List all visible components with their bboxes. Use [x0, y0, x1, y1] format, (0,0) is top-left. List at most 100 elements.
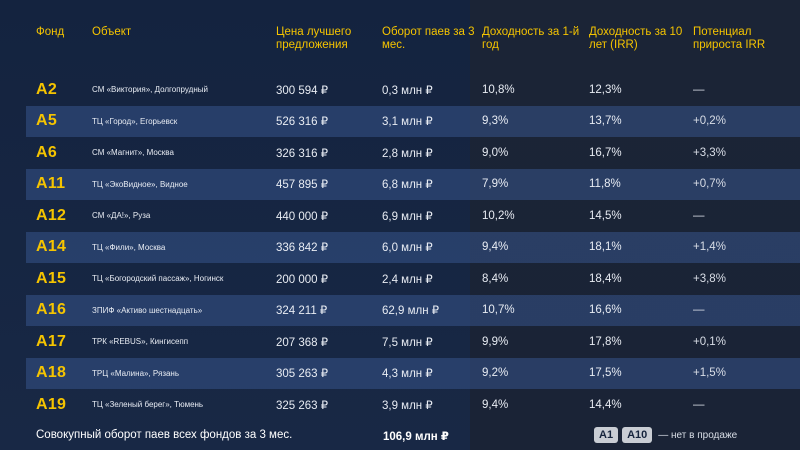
- table-header: Фонд Объект Цена лучшего предложения Обо…: [26, 24, 800, 72]
- header-object: Объект: [92, 26, 132, 38]
- yield-10y-value: 16,7%: [589, 146, 622, 159]
- potential-value: —: [693, 304, 705, 317]
- table-row: A19 ТЦ «Зеленый берег», Тюмень 325 263 ₽…: [26, 389, 800, 421]
- table-row: A14 ТЦ «Фили», Москва 336 842 ₽ 6,0 млн …: [26, 231, 800, 263]
- yield-10y-value: 17,8%: [589, 335, 622, 348]
- price-value: 440 000 ₽: [276, 210, 329, 223]
- table-row: A18 ТРЦ «Малина», Рязань 305 263 ₽ 4,3 м…: [26, 357, 800, 389]
- fund-code: A15: [36, 269, 67, 287]
- price-value: 207 368 ₽: [276, 336, 329, 349]
- yield-1y-value: 9,3%: [482, 115, 509, 128]
- object-name: ТЦ «Фили», Москва: [92, 242, 166, 252]
- object-name: СМ «Магнит», Москва: [92, 148, 174, 158]
- turnover-value: 6,9 млн ₽: [382, 210, 433, 223]
- yield-10y-value: 14,4%: [589, 398, 622, 411]
- turnover-value: 3,1 млн ₽: [382, 116, 433, 129]
- header-price: Цена лучшего предложения: [276, 26, 352, 51]
- yield-1y-value: 8,4%: [482, 272, 509, 285]
- yield-10y-value: 13,7%: [589, 115, 622, 128]
- price-value: 325 263 ₽: [276, 399, 329, 412]
- potential-value: +0,7%: [693, 178, 726, 191]
- potential-value: —: [693, 83, 705, 96]
- object-name: ТЦ «Зеленый берег», Тюмень: [92, 400, 204, 410]
- table-row: A17 ТРК «REBUS», Кингисепп 207 368 ₽ 7,5…: [26, 326, 800, 358]
- yield-1y-value: 7,9%: [482, 178, 509, 191]
- yield-10y-value: 12,3%: [589, 83, 622, 96]
- table-row: A6 СМ «Магнит», Москва 326 316 ₽ 2,8 млн…: [26, 137, 800, 169]
- price-value: 200 000 ₽: [276, 273, 329, 286]
- header-turnover: Оборот паев за 3 мес.: [382, 26, 475, 51]
- turnover-value: 3,9 млн ₽: [382, 399, 433, 412]
- yield-1y-value: 10,8%: [482, 83, 515, 96]
- fund-code: A11: [36, 175, 66, 193]
- turnover-value: 6,8 млн ₽: [382, 179, 433, 192]
- header-fund: Фонд: [36, 26, 65, 38]
- potential-value: +0,1%: [693, 335, 726, 348]
- yield-10y-value: 18,4%: [589, 272, 622, 285]
- object-name: ТЦ «Богородский пассаж», Ногинск: [92, 274, 224, 284]
- yield-10y-value: 17,5%: [589, 367, 622, 380]
- turnover-value: 0,3 млн ₽: [382, 84, 433, 97]
- turnover-value: 2,4 млн ₽: [382, 273, 433, 286]
- yield-1y-value: 10,2%: [482, 209, 515, 222]
- potential-value: +1,5%: [693, 367, 726, 380]
- object-name: ТРК «REBUS», Кингисепп: [92, 337, 189, 347]
- object-name: ЗПИФ «Активо шестнадцать»: [92, 305, 203, 315]
- yield-1y-value: 9,4%: [482, 398, 509, 411]
- yield-1y-value: 9,9%: [482, 335, 509, 348]
- total-turnover-value: 106,9 млн ₽: [383, 431, 449, 443]
- object-name: СМ «ДА!», Руза: [92, 211, 151, 221]
- yield-10y-value: 16,6%: [589, 304, 622, 317]
- turnover-value: 62,9 млн ₽: [382, 305, 440, 318]
- funds-table: Фонд Объект Цена лучшего предложения Обо…: [26, 24, 800, 421]
- potential-value: +3,8%: [693, 272, 726, 285]
- table-row: A16 ЗПИФ «Активо шестнадцать» 324 211 ₽ …: [26, 294, 800, 326]
- fund-code: A19: [36, 395, 67, 413]
- yield-1y-value: 9,0%: [482, 146, 509, 159]
- object-name: СМ «Виктория», Долгопрудный: [92, 85, 208, 95]
- price-value: 324 211 ₽: [276, 305, 328, 318]
- object-name: ТРЦ «Малина», Рязань: [92, 368, 180, 378]
- fund-code: A12: [36, 206, 67, 224]
- yield-1y-value: 9,2%: [482, 367, 509, 380]
- fund-code: A2: [36, 80, 58, 98]
- price-value: 300 594 ₽: [276, 84, 329, 97]
- total-turnover-label: Совокупный оборот паев всех фондов за 3 …: [36, 429, 293, 441]
- turnover-value: 4,3 млн ₽: [382, 368, 433, 381]
- fund-code: A18: [36, 364, 67, 382]
- potential-value: —: [693, 398, 705, 411]
- legend-badge: A10: [622, 427, 653, 443]
- price-value: 305 263 ₽: [276, 368, 329, 381]
- header-yield-1y: Доходность за 1-й год: [482, 26, 580, 51]
- table-footer: Совокупный оборот паев всех фондов за 3 …: [36, 427, 776, 445]
- turnover-value: 7,5 млн ₽: [382, 336, 433, 349]
- potential-value: —: [693, 209, 705, 222]
- yield-1y-value: 9,4%: [482, 241, 509, 254]
- table-row: A11 ТЦ «ЭкоВидное», Видное 457 895 ₽ 6,8…: [26, 168, 800, 200]
- price-value: 326 316 ₽: [276, 147, 329, 160]
- fund-code: A16: [36, 301, 67, 319]
- fund-code: A14: [36, 238, 67, 256]
- price-value: 336 842 ₽: [276, 242, 329, 255]
- yield-10y-value: 11,8%: [589, 178, 621, 191]
- turnover-value: 2,8 млн ₽: [382, 147, 433, 160]
- price-value: 526 316 ₽: [276, 116, 329, 129]
- yield-10y-value: 18,1%: [589, 241, 622, 254]
- potential-value: +0,2%: [693, 115, 726, 128]
- turnover-value: 6,0 млн ₽: [382, 242, 433, 255]
- price-value: 457 895 ₽: [276, 179, 329, 192]
- yield-10y-value: 14,5%: [589, 209, 622, 222]
- table-body: A2 СМ «Виктория», Долгопрудный 300 594 ₽…: [26, 74, 800, 421]
- header-yield-10y: Доходность за 10 лет (IRR): [589, 26, 683, 51]
- legend-note: — нет в продаже: [658, 429, 738, 441]
- fund-code: A17: [36, 332, 67, 350]
- fund-code: A5: [36, 112, 58, 130]
- potential-value: +1,4%: [693, 241, 726, 254]
- legend: A1 A10 — нет в продаже: [594, 427, 737, 443]
- table-row: A2 СМ «Виктория», Долгопрудный 300 594 ₽…: [26, 74, 800, 106]
- fund-code: A6: [36, 143, 58, 161]
- yield-1y-value: 10,7%: [482, 304, 515, 317]
- object-name: ТЦ «ЭкоВидное», Видное: [92, 179, 188, 189]
- header-potential: Потенциал прироста IRR: [693, 26, 766, 51]
- table-row: A12 СМ «ДА!», Руза 440 000 ₽ 6,9 млн ₽ 1…: [26, 200, 800, 232]
